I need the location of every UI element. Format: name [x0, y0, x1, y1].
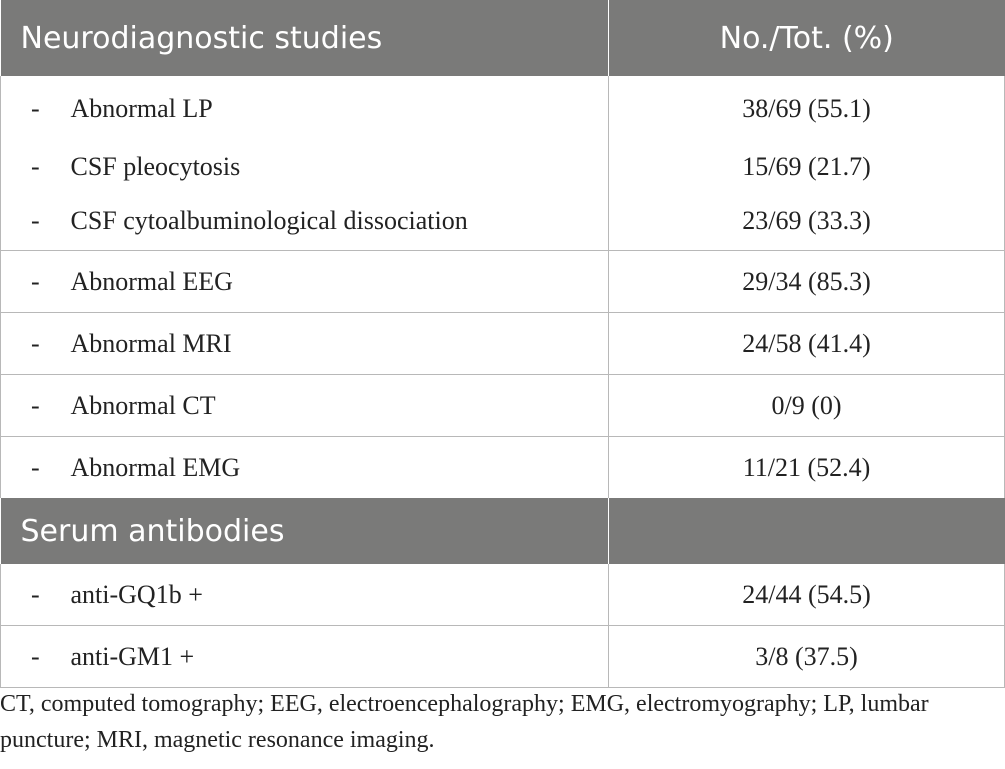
row-label: Abnormal EMG: [70, 436, 609, 498]
table-row: - Abnormal MRI 24/58 (41.4): [0, 312, 1005, 375]
table-row: - CSF pleocytosis 15/69 (21.7): [0, 141, 1005, 192]
row-value: 24/58 (41.4): [608, 312, 1005, 375]
row-label: Abnormal LP: [70, 76, 609, 141]
row-value: 29/34 (85.3): [608, 250, 1005, 313]
row-dash: -: [0, 250, 71, 313]
row-value: 0/9 (0): [608, 374, 1005, 437]
header-serum-antibodies: Serum antibodies: [0, 498, 609, 564]
row-value: 15/69 (21.7): [608, 141, 1005, 192]
row-value: 11/21 (52.4): [608, 436, 1005, 498]
row-value: 24/44 (54.5): [608, 564, 1005, 626]
row-label: CSF cytoalbuminological dissociation: [70, 192, 609, 251]
row-dash: -: [0, 141, 71, 192]
header-neurodiagnostic-studies: Neurodiagnostic studies: [0, 0, 609, 76]
header-serum-antibodies-value: [608, 498, 1005, 564]
row-dash: -: [0, 564, 71, 626]
table-row: - anti-GM1 + 3/8 (37.5): [0, 625, 1005, 688]
table-row: - anti-GQ1b + 24/44 (54.5): [0, 564, 1005, 626]
row-label: Abnormal MRI: [70, 312, 609, 375]
table-row: - Abnormal EEG 29/34 (85.3): [0, 250, 1005, 313]
row-label: CSF pleocytosis: [70, 141, 609, 192]
row-label: anti-GM1 +: [70, 625, 609, 688]
table-row: - Abnormal CT 0/9 (0): [0, 374, 1005, 437]
section-header-row: Serum antibodies: [0, 498, 1005, 564]
row-dash: -: [0, 625, 71, 688]
results-table-container: Neurodiagnostic studies No./Tot. (%) - A…: [0, 0, 1005, 688]
row-dash: -: [0, 374, 71, 437]
row-value: 38/69 (55.1): [608, 76, 1005, 141]
row-value: 3/8 (37.5): [608, 625, 1005, 688]
table-footnote: CT, computed tomography; EEG, electroenc…: [0, 691, 929, 753]
table-row: - Abnormal LP 38/69 (55.1): [0, 76, 1005, 141]
table-row: - Abnormal EMG 11/21 (52.4): [0, 436, 1005, 498]
header-no-tot-percent: No./Tot. (%): [608, 0, 1005, 76]
row-label: anti-GQ1b +: [70, 564, 609, 626]
row-dash: -: [0, 76, 71, 141]
table-header-row: Neurodiagnostic studies No./Tot. (%): [0, 0, 1005, 76]
row-label: Abnormal CT: [70, 374, 609, 437]
neurodiagnostic-table: Neurodiagnostic studies No./Tot. (%) - A…: [0, 0, 1005, 688]
row-dash: -: [0, 312, 71, 375]
table-row: - CSF cytoalbuminological dissociation 2…: [0, 192, 1005, 251]
row-value: 23/69 (33.3): [608, 192, 1005, 251]
row-label: Abnormal EEG: [70, 250, 609, 313]
row-dash: -: [0, 436, 71, 498]
row-dash: -: [0, 192, 71, 251]
